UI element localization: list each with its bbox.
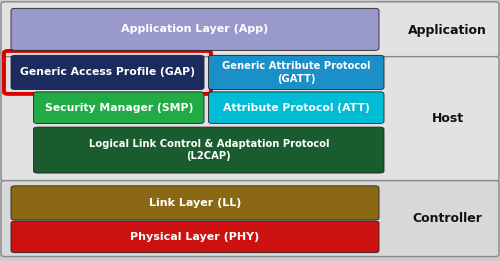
FancyBboxPatch shape [11, 186, 379, 220]
FancyBboxPatch shape [1, 181, 499, 257]
Text: Physical Layer (PHY): Physical Layer (PHY) [130, 232, 260, 242]
FancyBboxPatch shape [34, 127, 384, 173]
FancyBboxPatch shape [11, 55, 204, 90]
Text: Application Layer (App): Application Layer (App) [122, 24, 268, 34]
Text: Host: Host [432, 112, 464, 125]
Text: Application: Application [408, 23, 487, 37]
FancyBboxPatch shape [11, 8, 379, 50]
Text: Controller: Controller [412, 212, 482, 225]
FancyBboxPatch shape [208, 92, 384, 123]
FancyBboxPatch shape [1, 57, 499, 181]
Text: Generic Access Profile (GAP): Generic Access Profile (GAP) [20, 67, 195, 78]
Text: Link Layer (LL): Link Layer (LL) [149, 198, 241, 208]
Text: Attribute Protocol (ATT): Attribute Protocol (ATT) [223, 103, 370, 113]
FancyBboxPatch shape [1, 2, 499, 57]
Text: Security Manager (SMP): Security Manager (SMP) [44, 103, 193, 113]
FancyBboxPatch shape [208, 55, 384, 90]
Text: Generic Attribute Protocol
(GATT): Generic Attribute Protocol (GATT) [222, 61, 370, 84]
FancyBboxPatch shape [34, 92, 204, 123]
FancyBboxPatch shape [11, 221, 379, 253]
Text: Logical Link Control & Adaptation Protocol
(L2CAP): Logical Link Control & Adaptation Protoc… [88, 139, 329, 161]
